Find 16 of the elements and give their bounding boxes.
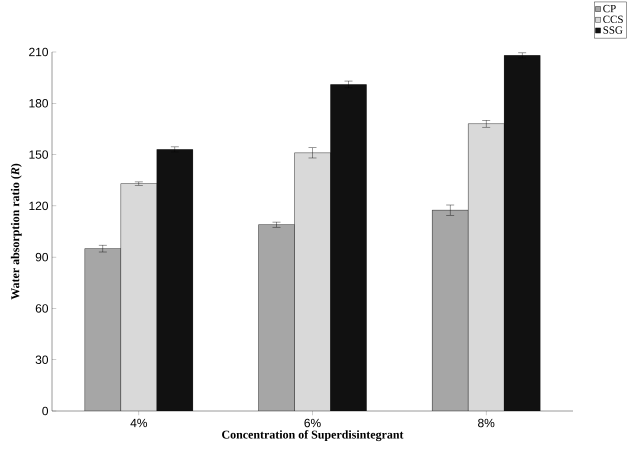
y-tick-label: 120 xyxy=(29,202,48,210)
y-tick-label: 90 xyxy=(36,252,48,262)
x-axis-title: Concentration of Superdisintegrant xyxy=(222,430,404,442)
y-tick-label: 180 xyxy=(29,99,48,108)
legend-label: CP xyxy=(603,4,616,12)
y-tick-label: 30 xyxy=(36,355,48,364)
y-tick-label: 60 xyxy=(36,304,48,313)
x-tick-label: 4% xyxy=(130,418,148,428)
legend-label: CCS xyxy=(603,16,623,24)
x-tick-label: 8% xyxy=(478,418,494,428)
y-tick-label: 210 xyxy=(29,48,48,56)
legend-label: SSG xyxy=(604,26,623,34)
x-tick-label: 6% xyxy=(304,418,321,428)
y-tick-label: 0 xyxy=(42,406,48,416)
y-tick-label: 150 xyxy=(29,150,48,159)
y-axis-title: Water absorption ratio (R) xyxy=(10,164,22,300)
